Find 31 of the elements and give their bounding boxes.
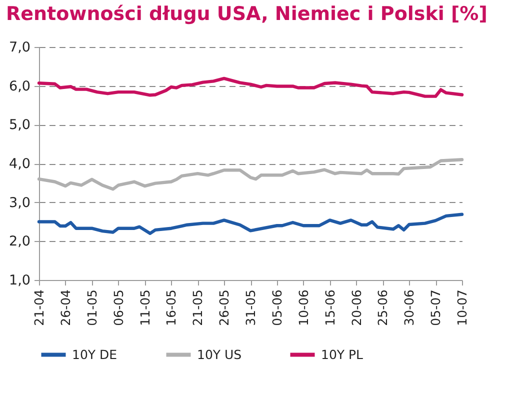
- x-tick-label: 15-06: [322, 289, 338, 326]
- y-tick-label: 6,0: [9, 78, 30, 94]
- x-tick-label: 05-07: [428, 290, 444, 326]
- x-tick-label: 31-05: [243, 290, 258, 326]
- x-tick-label: 26-05: [216, 290, 232, 326]
- chart-title: Rentowności długu USA, Niemiec i Polski [%]: [5, 2, 488, 27]
- x-tick-label: 10-06: [296, 289, 311, 326]
- y-tick-label: 3,0: [9, 194, 30, 211]
- x-tick-label: 11-05: [137, 290, 152, 326]
- legend-label: 10Y DE: [72, 346, 118, 362]
- line-series: [37, 212, 464, 235]
- y-tick-label: 7,0: [9, 40, 30, 56]
- x-tick-label: 05-06: [269, 289, 284, 326]
- legend-label: 10Y PL: [321, 346, 364, 362]
- legend-label: 10Y US: [197, 346, 242, 362]
- x-tick-label: 26-04: [58, 289, 73, 326]
- x-tick-label: 06-05: [110, 290, 126, 326]
- x-tick-label: 25-06: [375, 289, 390, 326]
- x-tick-label: 21-04: [32, 289, 46, 326]
- x-tick-label: 16-05: [164, 290, 179, 326]
- y-tick-label: 4,0: [9, 156, 30, 172]
- x-tick-label: 21-05: [190, 290, 206, 326]
- y-tick-label: 5,0: [9, 117, 30, 134]
- x-tick-label: 10-07: [454, 290, 470, 326]
- x-tick-label: 20-06: [348, 289, 364, 326]
- x-tick-label: 30-06: [402, 289, 417, 326]
- line-series: [37, 158, 464, 191]
- y-tick-label: 1,0: [9, 272, 30, 288]
- x-tick-label: 01-05: [84, 290, 100, 326]
- line-series: [37, 76, 464, 98]
- y-tick-label: 2,0: [9, 234, 30, 250]
